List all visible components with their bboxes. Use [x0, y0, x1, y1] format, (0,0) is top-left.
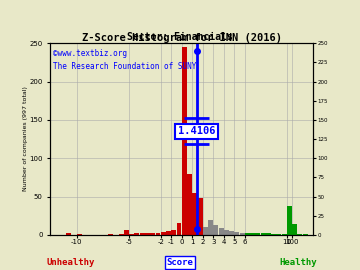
Bar	[266, 233, 271, 235]
Text: Score: Score	[167, 258, 193, 267]
Text: Unhealthy: Unhealthy	[47, 258, 95, 267]
Bar	[224, 230, 229, 235]
Y-axis label: Number of companies (997 total): Number of companies (997 total)	[23, 87, 28, 191]
Bar	[271, 234, 276, 235]
Bar	[219, 228, 224, 235]
Bar	[161, 232, 166, 235]
Bar	[166, 231, 171, 235]
Bar	[303, 234, 308, 235]
Text: ©www.textbiz.org: ©www.textbiz.org	[53, 49, 127, 58]
Title: Z-Score Histogram for INN (2016): Z-Score Histogram for INN (2016)	[82, 33, 282, 43]
Bar	[108, 234, 113, 235]
Bar	[234, 232, 239, 235]
Bar	[171, 230, 176, 235]
Bar	[208, 220, 213, 235]
Bar	[140, 233, 145, 235]
Bar	[229, 231, 234, 235]
Text: 1.4106: 1.4106	[178, 126, 215, 136]
Bar	[261, 233, 266, 235]
Bar	[145, 232, 150, 235]
Bar	[124, 230, 129, 235]
Bar	[240, 232, 244, 235]
Bar	[250, 233, 255, 235]
Bar	[77, 234, 82, 235]
Bar	[156, 232, 161, 235]
Bar	[287, 206, 292, 235]
Bar	[203, 227, 208, 235]
Bar	[292, 224, 297, 235]
Bar	[119, 234, 124, 235]
Bar	[187, 174, 192, 235]
Bar	[150, 233, 155, 235]
Bar	[297, 234, 302, 235]
Text: The Research Foundation of SUNY: The Research Foundation of SUNY	[53, 62, 197, 71]
Bar	[245, 233, 250, 235]
Bar	[213, 225, 218, 235]
Bar	[135, 233, 139, 235]
Bar	[192, 193, 197, 235]
Bar	[276, 234, 282, 235]
Bar	[176, 223, 181, 235]
Text: Healthy: Healthy	[279, 258, 317, 267]
Bar	[66, 233, 71, 235]
Bar	[282, 234, 287, 235]
Bar	[129, 234, 134, 235]
Bar	[182, 47, 187, 235]
Text: Sector: Financials: Sector: Financials	[127, 32, 233, 42]
Bar	[198, 198, 203, 235]
Bar	[255, 233, 260, 235]
